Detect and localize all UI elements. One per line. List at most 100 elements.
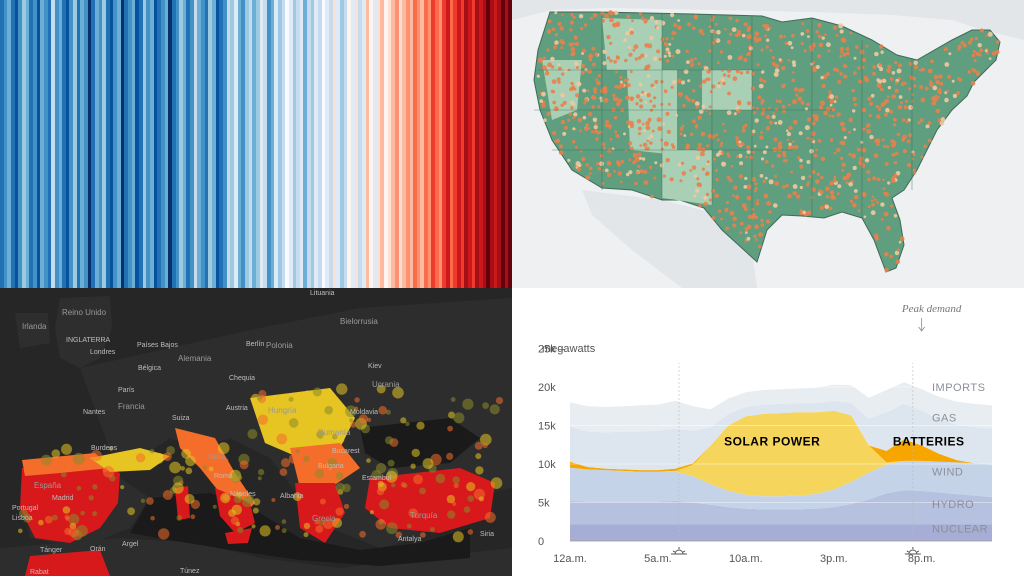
plant-dot: [765, 145, 769, 149]
stripe: [160, 0, 165, 288]
plant-dot: [908, 87, 912, 91]
heat-speck: [258, 390, 267, 399]
plant-dot: [669, 12, 675, 18]
plant-dot: [985, 34, 989, 37]
area-gas: [570, 400, 992, 471]
plant-dot: [699, 84, 703, 88]
plant-dot: [656, 49, 661, 54]
plant-dot: [987, 31, 993, 37]
stripe: [310, 0, 315, 288]
plant-dot: [766, 200, 772, 206]
plant-dot: [704, 108, 708, 112]
stripe: [325, 0, 330, 288]
plant-dot: [812, 67, 817, 73]
label-tunez: Túnez: [180, 568, 200, 575]
label-polonia: Polonia: [266, 341, 293, 350]
stripe: [468, 0, 472, 288]
plant-dot: [792, 191, 797, 196]
stripe: [204, 0, 209, 288]
series-label-hydro: HYDRO: [932, 499, 974, 511]
stripe: [424, 0, 428, 288]
plant-dot: [876, 83, 882, 88]
plant-dot: [898, 240, 902, 244]
plant-dot: [838, 23, 844, 29]
heat-speck: [140, 498, 146, 503]
plant-dot: [567, 158, 571, 162]
plant-dot: [612, 93, 616, 97]
plant-dot: [636, 119, 642, 124]
plant-dot: [769, 27, 772, 30]
plant-dot: [875, 104, 879, 109]
plant-dot: [627, 46, 631, 50]
plant-dot: [615, 101, 621, 107]
stripe: [208, 0, 213, 288]
sunset-icon: [904, 363, 921, 555]
stripe: [18, 0, 22, 288]
plant-dot: [797, 96, 803, 102]
heat-speck: [400, 417, 407, 424]
heat-speck: [453, 482, 459, 489]
plant-dot: [630, 96, 634, 100]
plant-dot: [658, 57, 662, 61]
plant-dot: [607, 148, 612, 153]
plant-dot: [817, 23, 822, 28]
heat-speck: [252, 507, 259, 514]
plant-dot: [679, 132, 683, 136]
plant-dot: [771, 164, 775, 168]
plant-dot: [536, 74, 540, 79]
plant-dot: [645, 125, 651, 131]
stripe: [120, 0, 125, 288]
heat-speck: [276, 433, 288, 445]
plant-dot: [845, 181, 849, 185]
plant-dot: [637, 152, 642, 157]
plant-dot: [694, 14, 698, 18]
plant-dot: [913, 65, 919, 70]
plant-dot: [660, 20, 666, 26]
plant-dot: [728, 178, 733, 183]
heat-speck: [271, 498, 276, 502]
plant-dot: [702, 79, 707, 84]
plant-dot: [681, 124, 685, 128]
plant-dot: [883, 144, 887, 148]
plant-dot: [839, 156, 844, 161]
label-bucarest: Bucarest: [332, 448, 360, 455]
plant-dot: [751, 72, 755, 76]
label-turquia: Turquía: [410, 511, 438, 520]
label-roma: Roma: [214, 473, 233, 480]
stripe: [358, 0, 362, 288]
plant-dot: [664, 50, 668, 54]
plant-dot: [887, 181, 891, 185]
plant-dot: [593, 129, 599, 134]
stripe: [471, 0, 476, 288]
plant-dot: [896, 68, 902, 74]
plant-dot: [739, 221, 744, 226]
stripe: [285, 0, 289, 288]
plant-dot: [939, 81, 944, 86]
plant-dot: [893, 213, 898, 218]
plant-dot: [768, 210, 772, 214]
label-argel: Argel: [122, 541, 139, 548]
plant-dot: [694, 57, 697, 60]
y-tick-label: 25k –: [538, 343, 566, 355]
heat-speck: [257, 468, 265, 476]
plant-dot: [835, 34, 839, 37]
stripe: [380, 0, 384, 288]
stripe: [438, 0, 443, 288]
label-antalya: Antalya: [398, 536, 421, 543]
plant-dot: [675, 49, 681, 55]
heat-speck: [257, 476, 262, 481]
plant-dot: [764, 176, 768, 180]
plant-dot: [604, 13, 609, 19]
energy-y-ticks: 25k – 20k 15k 10k 5k 0: [538, 343, 566, 548]
plant-dot: [849, 199, 854, 203]
north-africa-heat: [25, 550, 110, 576]
plant-dot: [810, 131, 816, 137]
plant-dot: [872, 71, 876, 76]
plant-dot: [746, 236, 751, 241]
stripe: [391, 0, 395, 288]
stripe: [14, 0, 19, 288]
plant-dot: [739, 231, 743, 235]
plant-dot: [689, 62, 695, 68]
stripe: [398, 0, 403, 288]
plant-dot: [905, 120, 909, 124]
